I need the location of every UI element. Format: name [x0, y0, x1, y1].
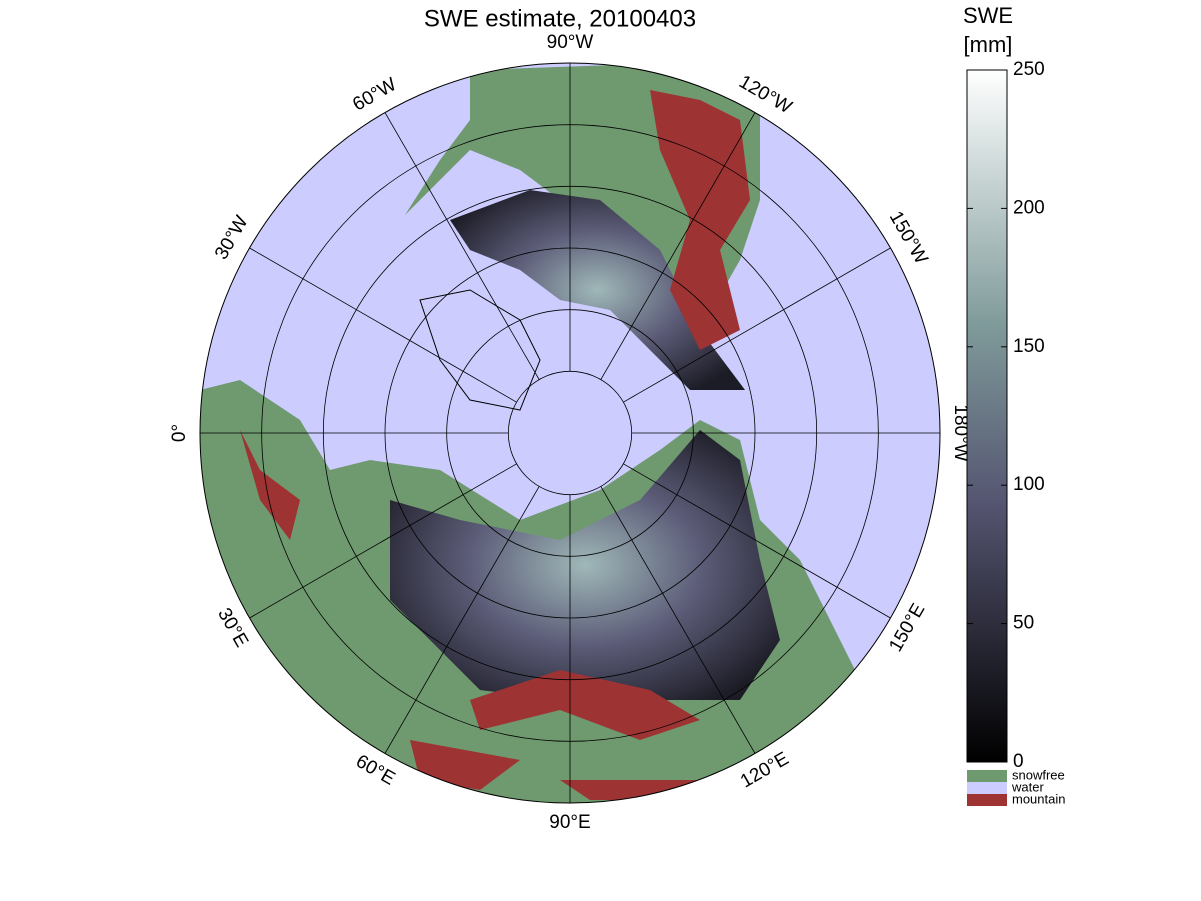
colorbar-tick-label: 150 [1013, 336, 1045, 357]
meridian [384, 486, 540, 754]
meridian [249, 247, 517, 403]
meridian [600, 486, 756, 754]
map [200, 63, 940, 803]
colorbar-ticks: 0 50 100 150 200 250 [967, 59, 1045, 772]
meridian-label: 0° [169, 424, 190, 442]
legend-swatch [967, 794, 1007, 806]
colorbar-title: SWE [963, 3, 1013, 28]
colorbar-tick-label: 250 [1013, 59, 1045, 80]
legend-label: snowfree [1012, 767, 1065, 782]
meridian [384, 112, 540, 380]
graticule [200, 63, 940, 803]
colorbar-title: [mm] [964, 32, 1013, 57]
legend-label: water [1011, 779, 1044, 794]
title: SWE estimate, 20100403 [424, 5, 696, 32]
colorbar [966, 69, 1008, 763]
meridian-label: 90°E [549, 812, 590, 833]
map-border [199, 62, 941, 804]
colorbar-tick-label: 0 [1013, 751, 1024, 772]
legend-label: mountain [1012, 791, 1065, 806]
meridian [600, 112, 756, 380]
legend-swatch [967, 770, 1007, 782]
meridian-label: 90°W [547, 32, 594, 53]
coastline [419, 289, 541, 411]
meridian-label: 180°W [950, 404, 971, 461]
colorbar-tick-label: 50 [1013, 613, 1034, 634]
meridian [623, 463, 891, 619]
meridian [249, 463, 517, 619]
snow-cover [450, 190, 745, 390]
mountain-area [240, 430, 700, 800]
legend-swatch [967, 782, 1007, 794]
colorbar-tick-label: 100 [1013, 474, 1045, 495]
mountain-area [650, 90, 750, 350]
meridian [623, 247, 891, 403]
colorbar-tick-label: 200 [1013, 197, 1045, 218]
